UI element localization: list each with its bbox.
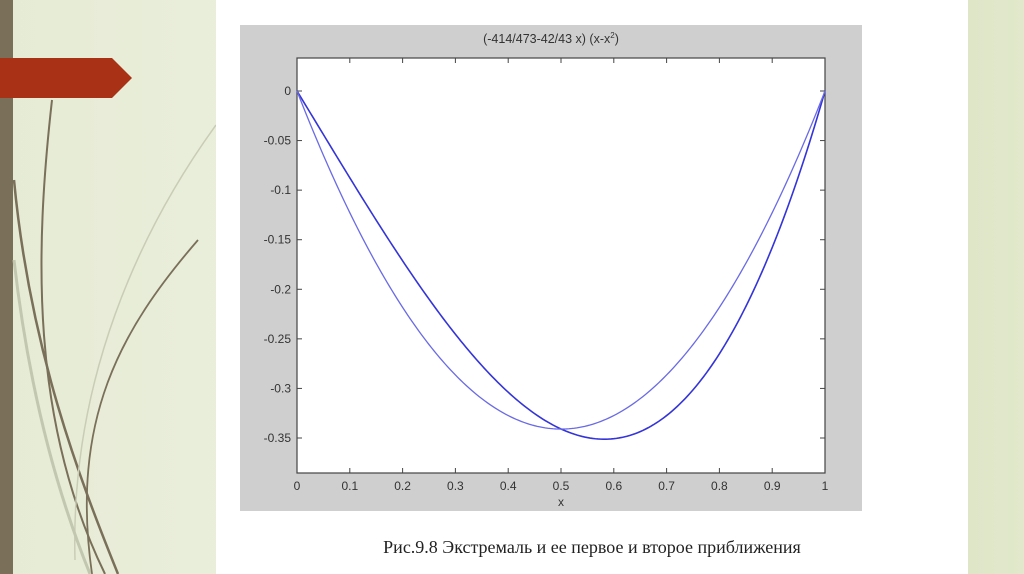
- x-tick-label: 0.7: [658, 479, 675, 493]
- curve-series-2: [296, 90, 826, 430]
- x-tick-label: 0: [294, 479, 301, 493]
- x-tick-label: 0.5: [553, 479, 570, 493]
- x-tick-label: 0.8: [711, 479, 728, 493]
- figure-caption: Рис.9.8 Экстремаль и ее первое и второе …: [383, 537, 801, 557]
- chart-title: (-414/473-42/43 x) (x-x2): [483, 31, 619, 47]
- decorative-right-band: [968, 0, 1024, 574]
- x-tick-label: 0.2: [394, 479, 411, 493]
- x-axis-label: x: [558, 495, 564, 509]
- plot-area: 0 0.1 0.2 0.3 0.4 0.5 0.6 0.7 0.8 0.9 1 0 -0.05 -0.1 -…: [264, 57, 829, 509]
- y-tick-label: -0.1: [270, 183, 291, 197]
- title-arrow-tag: [0, 58, 132, 98]
- plot-frame: [296, 57, 826, 474]
- decorative-side-bar: [0, 0, 13, 574]
- x-tick-label: 1: [822, 479, 829, 493]
- decorative-curves: [12, 99, 217, 574]
- y-tick-label: 0: [284, 84, 291, 98]
- x-tick-label: 0.9: [764, 479, 781, 493]
- y-tick-label: -0.35: [264, 431, 292, 445]
- y-tick-label: -0.3: [270, 381, 291, 395]
- y-tick-label: -0.2: [270, 282, 291, 296]
- x-tick-label: 0.3: [447, 479, 464, 493]
- chart-figure: (-414/473-42/43 x) (x-x2) 0 0.1 0.2 0.3 0.4 0…: [240, 25, 862, 511]
- x-tick-label: 0.1: [341, 479, 358, 493]
- x-tick-label: 0.6: [605, 479, 622, 493]
- y-tick-label: -0.15: [264, 233, 292, 247]
- y-tick-label: -0.25: [264, 332, 292, 346]
- y-tick-label: -0.05: [264, 134, 292, 148]
- x-tick-label: 0.4: [500, 479, 517, 493]
